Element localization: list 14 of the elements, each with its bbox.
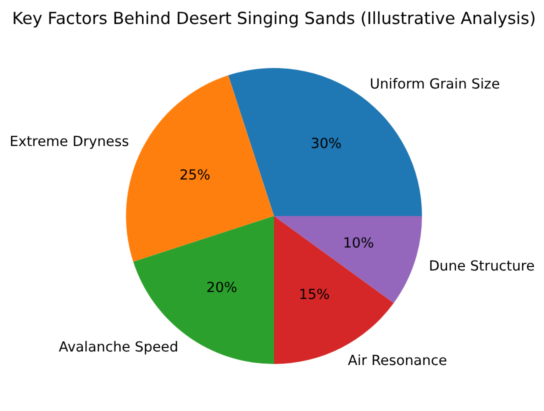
chart-title: Key Factors Behind Desert Singing Sands (Illustrative Analysis) <box>11 7 537 29</box>
data-label: 15% <box>298 287 330 304</box>
data-label: 30% <box>310 136 342 152</box>
data-label: 10% <box>343 235 374 252</box>
pie-slice <box>228 68 422 216</box>
slice-label: Air Resonance <box>348 353 448 370</box>
data-label: 25% <box>179 168 210 184</box>
slice-label: Extreme Dryness <box>10 134 129 150</box>
slice-label: Avalanche Speed <box>58 340 178 356</box>
slice-label: Uniform Grain Size <box>370 76 500 92</box>
data-label: 20% <box>206 280 238 296</box>
slice-label: Dune Structure <box>428 258 535 274</box>
pie-slice <box>274 216 422 303</box>
pie-slice <box>133 216 274 364</box>
